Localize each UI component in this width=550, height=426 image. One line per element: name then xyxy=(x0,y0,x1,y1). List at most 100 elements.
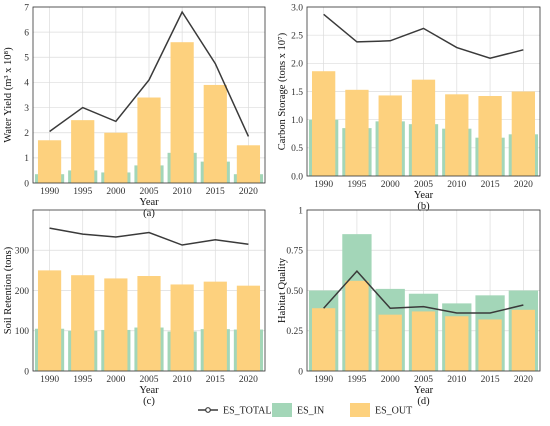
bar-es-out xyxy=(203,281,227,371)
panel-label: (d) xyxy=(417,396,430,407)
y-tick-label: 5 xyxy=(24,54,29,64)
x-tick-label: 2015 xyxy=(481,180,500,190)
bar-es-out xyxy=(37,140,62,183)
bar-es-out xyxy=(478,96,502,176)
x-tick-label: 2000 xyxy=(381,180,400,190)
x-tick-label: 2020 xyxy=(514,180,533,190)
y-tick-label: 2 xyxy=(24,129,29,139)
y-tick-label: 1.0 xyxy=(291,116,303,126)
x-tick-label: 1995 xyxy=(73,187,92,197)
y-tick-label: 0.5 xyxy=(291,144,303,154)
y-axis-label: Habitat Quality xyxy=(277,257,288,323)
panel-label: (c) xyxy=(143,396,155,407)
x-tick-label: 2005 xyxy=(140,375,159,385)
bar-es-out xyxy=(137,97,161,183)
bar-es-out xyxy=(378,314,402,371)
y-tick-label: 6 xyxy=(24,28,29,38)
y-tick-label: 200 xyxy=(15,287,30,297)
panel-border xyxy=(32,209,266,372)
y-tick-label: 0 xyxy=(24,367,29,377)
x-tick-label: 1995 xyxy=(73,375,92,385)
panel-label: (b) xyxy=(417,201,430,212)
chart-panel-1: 0 1 2 3 4 5 6 7 1990 1995 2000 2005 2010 2015 2020 Year… xyxy=(3,3,266,219)
y-tick-label: 0.0 xyxy=(291,172,303,182)
y-tick-label: 0 xyxy=(24,179,29,189)
y-tick-label: 0.75 xyxy=(286,247,303,257)
bar-es-out xyxy=(137,276,161,371)
x-tick-label: 2000 xyxy=(106,187,125,197)
y-tick-label: 3 xyxy=(24,104,29,114)
x-tick-label: 1990 xyxy=(40,375,59,385)
bar-es-out xyxy=(345,89,369,176)
bar-es-out xyxy=(170,42,194,184)
bar-es-out xyxy=(378,95,402,176)
x-tick-label: 2015 xyxy=(481,375,500,385)
x-tick-label: 2000 xyxy=(381,375,400,385)
y-tick-label: 2.5 xyxy=(291,31,303,41)
x-tick-label: 2005 xyxy=(140,187,159,197)
y-axis-label: Soil Retention (tons) xyxy=(3,246,14,334)
chart-panel-2: 0.0 0.5 1.0 1.5 2.0 2.5 3.0 1990 1995 2000 2005 201… xyxy=(277,3,541,212)
bar-es-out xyxy=(445,316,469,371)
bar-es-out xyxy=(104,132,128,183)
bar-es-out xyxy=(236,145,261,183)
bar-es-out xyxy=(170,284,194,371)
bar-es-out xyxy=(411,79,436,176)
x-tick-label: 2020 xyxy=(239,375,258,385)
chart-panel-3: 0 100 200 300 1990 1995 2000 2005 2010 2015 2020 Ye… xyxy=(3,209,266,407)
x-axis-label: Year xyxy=(139,197,159,208)
bar-es-out xyxy=(411,311,436,371)
bar-es-out xyxy=(311,308,336,371)
y-tick-label: 1.5 xyxy=(291,88,303,98)
bar-es-out xyxy=(236,285,261,371)
y-axis-label: Water Yield (m³ x 10⁸) xyxy=(3,47,14,143)
legend-key-es-out xyxy=(350,403,370,417)
y-tick-label: 1 xyxy=(298,206,303,216)
y-tick-label: 3.0 xyxy=(291,3,303,13)
legend: ES_TOTAL ES_IN ES_OUT xyxy=(198,403,412,417)
x-axis-label: Year xyxy=(414,385,434,396)
x-axis-label: Year xyxy=(139,385,159,396)
x-tick-label: 2005 xyxy=(414,375,433,385)
chart-panel-4: 0 0.25 0.50 0.75 1 1990 1995 2000 2005 2010 2015 20… xyxy=(277,206,541,407)
y-tick-label: 0.25 xyxy=(286,327,303,337)
y-tick-label: 1 xyxy=(24,154,29,164)
x-tick-label: 2020 xyxy=(514,375,533,385)
y-tick-label: 0 xyxy=(298,367,303,377)
panel-border xyxy=(32,6,266,184)
x-tick-label: 1995 xyxy=(347,375,366,385)
y-tick-label: 2.0 xyxy=(291,60,303,70)
bar-es-out xyxy=(345,280,369,371)
y-tick-label: 100 xyxy=(15,327,30,337)
legend-label: ES_IN xyxy=(297,406,324,417)
bar-es-out xyxy=(445,94,469,176)
y-tick-label: 300 xyxy=(15,247,30,257)
y-tick-label: 7 xyxy=(24,3,29,13)
bar-es-out xyxy=(311,71,336,176)
y-tick-label: 4 xyxy=(24,79,29,89)
bar-es-out xyxy=(478,319,502,371)
x-tick-label: 2010 xyxy=(173,187,192,197)
legend-label: ES_TOTAL xyxy=(223,406,271,417)
x-tick-label: 2010 xyxy=(447,375,466,385)
x-tick-label: 2010 xyxy=(447,180,466,190)
legend-key-es-in xyxy=(272,403,292,417)
y-axis-label: Carbon Storage (tons x 10⁷) xyxy=(277,32,288,150)
bar-es-out xyxy=(104,278,128,371)
bar-es-out xyxy=(71,120,95,183)
x-tick-label: 2015 xyxy=(206,187,225,197)
x-tick-label: 2010 xyxy=(173,375,192,385)
x-tick-label: 2020 xyxy=(239,187,258,197)
x-tick-label: 2015 xyxy=(206,375,225,385)
panel-border xyxy=(306,209,541,372)
legend-label: ES_OUT xyxy=(375,406,412,417)
y-tick-label: 0.50 xyxy=(286,287,303,297)
panel-border xyxy=(306,6,541,177)
x-tick-label: 1990 xyxy=(314,180,333,190)
x-tick-label: 1995 xyxy=(347,180,366,190)
bar-es-out xyxy=(71,275,95,371)
bar-es-out xyxy=(511,309,536,371)
x-tick-label: 1990 xyxy=(314,375,333,385)
